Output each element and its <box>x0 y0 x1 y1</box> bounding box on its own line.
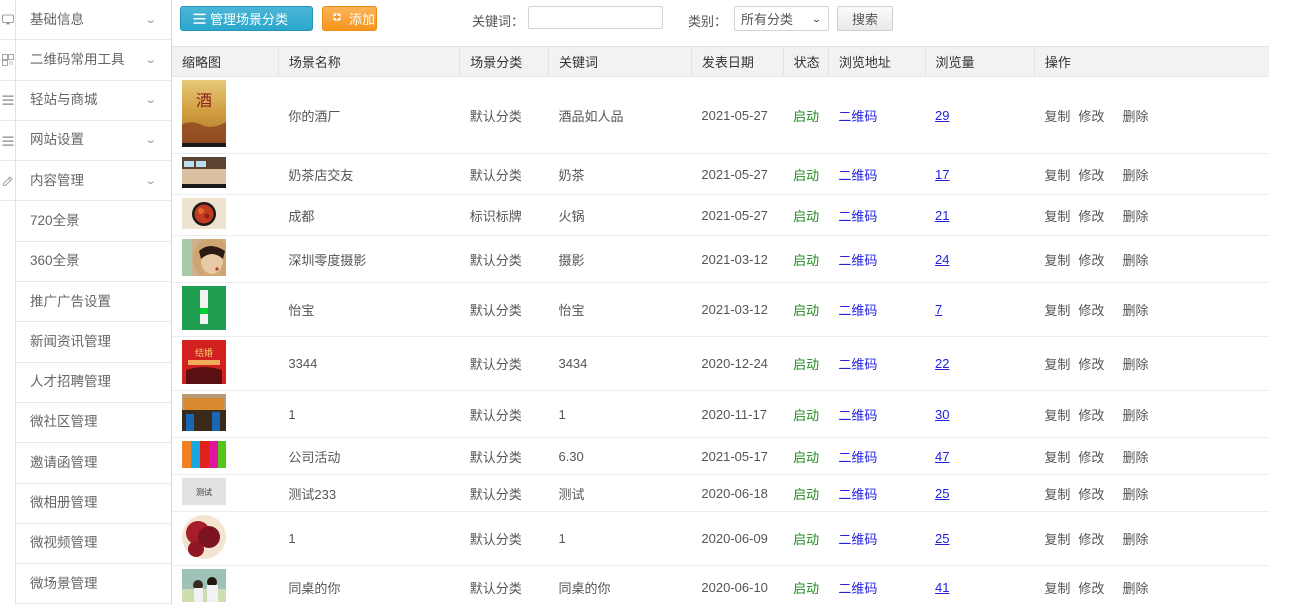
svg-text:测试: 测试 <box>196 487 212 497</box>
svg-text:结婚: 结婚 <box>195 347 213 358</box>
svg-text:酒: 酒 <box>196 92 212 110</box>
